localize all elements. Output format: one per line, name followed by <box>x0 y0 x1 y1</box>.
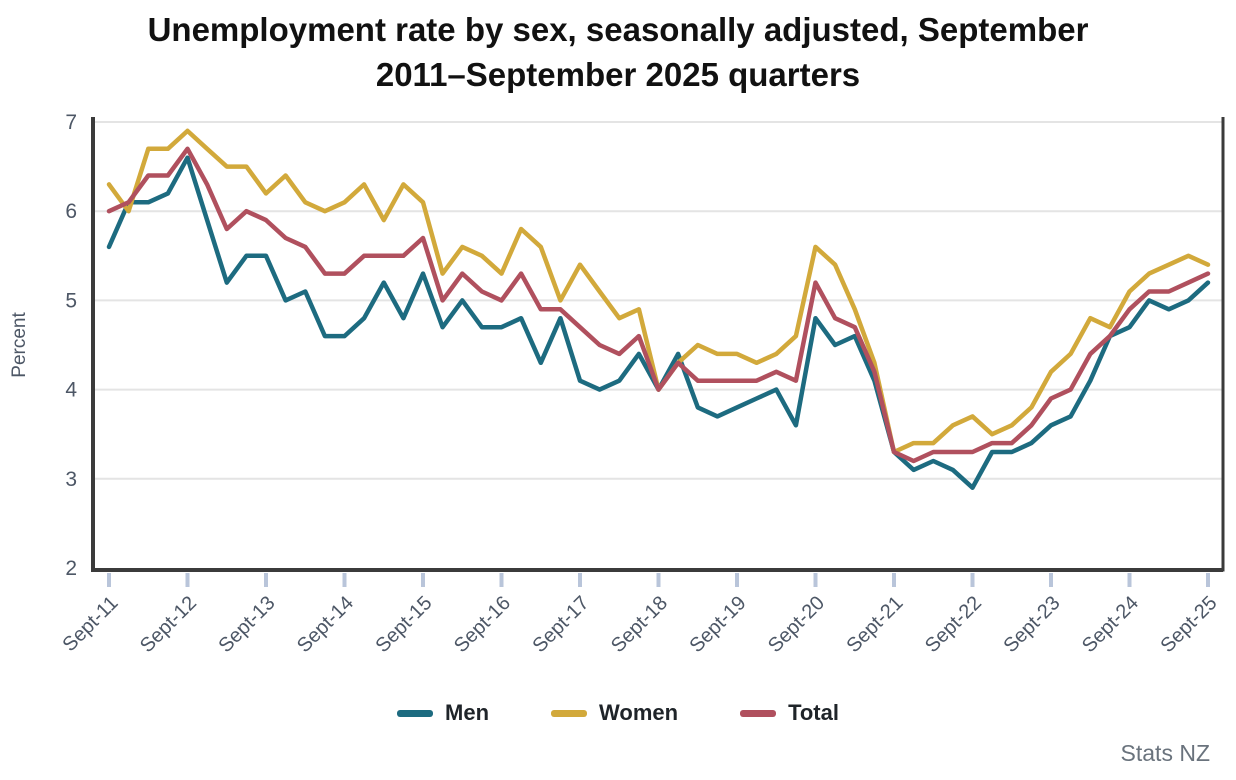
x-tick-label: Sept-15 <box>371 592 436 657</box>
legend-item-women: Women <box>551 700 678 726</box>
y-tick-label: 3 <box>65 468 77 491</box>
y-axis-title: Percent <box>9 312 30 378</box>
women-line <box>106 128 1211 455</box>
x-tick-label: Sept-18 <box>607 592 672 657</box>
legend-label-women: Women <box>599 700 679 725</box>
chart-legend: Men Women Total <box>0 700 1236 726</box>
y-tick-label: 6 <box>65 200 77 223</box>
x-tick-label: Sept-11 <box>58 592 122 656</box>
y-tick-label: 5 <box>65 289 77 312</box>
x-tick-label: Sept-24 <box>1078 592 1143 657</box>
x-tick-label: Sept-25 <box>1156 592 1221 657</box>
x-tick-label: Sept-13 <box>214 592 279 657</box>
x-tick-label: Sept-21 <box>842 592 907 657</box>
x-tick-label: Sept-14 <box>293 592 358 657</box>
x-tick-label: Sept-23 <box>999 592 1064 657</box>
x-tick-label: Sept-12 <box>136 592 201 657</box>
men-line-swatch <box>397 709 434 717</box>
y-tick-label: 4 <box>65 379 77 402</box>
y-tick-label: 2 <box>65 557 77 580</box>
total-line-swatch <box>740 709 777 717</box>
x-tick-label: Sept-16 <box>450 592 515 657</box>
chart-title: Unemployment rate by sex, seasonally adj… <box>147 11 1089 93</box>
legend-item-men: Men <box>397 700 489 726</box>
x-tick-label: Sept-22 <box>921 592 986 657</box>
total-line <box>106 146 1211 464</box>
source-attribution: Stats NZ <box>1120 740 1210 766</box>
legend-item-total: Total <box>740 700 839 726</box>
legend-label-men: Men <box>445 700 490 725</box>
legend-label-total: Total <box>788 700 839 725</box>
x-tick-label: Sept-19 <box>685 592 750 657</box>
women-line-swatch <box>551 709 588 717</box>
men-line <box>106 155 1211 490</box>
x-tick-label: Sept-17 <box>528 592 593 657</box>
y-tick-label: 7 <box>65 111 77 134</box>
x-tick-label: Sept-20 <box>764 592 829 657</box>
